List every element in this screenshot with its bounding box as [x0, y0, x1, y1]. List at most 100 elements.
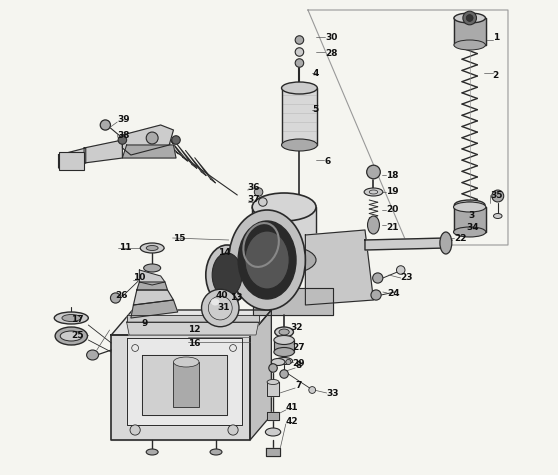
Text: 12: 12 — [188, 325, 200, 334]
Circle shape — [463, 11, 477, 25]
Text: 32: 32 — [290, 323, 302, 332]
Text: 17: 17 — [71, 315, 84, 324]
Text: 31: 31 — [218, 304, 230, 313]
Polygon shape — [142, 355, 227, 415]
Text: 40: 40 — [216, 291, 229, 300]
Circle shape — [118, 136, 127, 144]
Ellipse shape — [440, 232, 452, 254]
Circle shape — [371, 290, 381, 300]
Polygon shape — [250, 310, 271, 440]
Text: 6: 6 — [324, 158, 330, 167]
Polygon shape — [140, 270, 165, 285]
Ellipse shape — [54, 312, 88, 324]
Polygon shape — [131, 300, 177, 318]
Text: 28: 28 — [325, 49, 338, 58]
Text: 1: 1 — [493, 34, 499, 42]
Text: 25: 25 — [71, 331, 84, 340]
Circle shape — [280, 370, 288, 378]
Text: 42: 42 — [286, 418, 299, 427]
Ellipse shape — [279, 329, 289, 335]
Circle shape — [146, 132, 158, 144]
Polygon shape — [454, 207, 486, 232]
Ellipse shape — [60, 331, 83, 341]
Circle shape — [100, 120, 110, 130]
Text: 34: 34 — [466, 224, 479, 232]
Ellipse shape — [274, 348, 294, 357]
Text: 2: 2 — [493, 70, 499, 79]
Text: 8: 8 — [295, 361, 301, 370]
Circle shape — [208, 310, 215, 316]
Polygon shape — [127, 315, 258, 322]
Text: 23: 23 — [401, 274, 413, 283]
Ellipse shape — [282, 139, 318, 151]
Ellipse shape — [143, 264, 161, 272]
Ellipse shape — [454, 227, 486, 237]
Text: 13: 13 — [230, 293, 243, 302]
Ellipse shape — [276, 358, 292, 364]
Bar — [59, 152, 84, 170]
Ellipse shape — [212, 253, 242, 297]
Text: 9: 9 — [142, 320, 148, 329]
Circle shape — [295, 36, 304, 44]
Circle shape — [201, 289, 239, 327]
Ellipse shape — [62, 314, 81, 322]
Circle shape — [309, 387, 316, 393]
Ellipse shape — [274, 335, 294, 344]
Text: 15: 15 — [172, 234, 185, 243]
Text: 22: 22 — [454, 234, 467, 243]
Text: 30: 30 — [325, 34, 338, 42]
Text: 21: 21 — [386, 222, 399, 231]
Polygon shape — [59, 148, 86, 168]
Ellipse shape — [271, 359, 285, 365]
Text: 18: 18 — [386, 171, 399, 180]
Circle shape — [228, 425, 238, 435]
Text: 19: 19 — [386, 188, 399, 197]
Polygon shape — [274, 340, 294, 352]
Ellipse shape — [245, 231, 289, 289]
Polygon shape — [267, 412, 279, 420]
Ellipse shape — [229, 210, 305, 310]
Polygon shape — [252, 207, 316, 260]
Ellipse shape — [454, 40, 485, 50]
Polygon shape — [122, 145, 176, 158]
Circle shape — [466, 15, 473, 21]
Ellipse shape — [454, 202, 486, 212]
Circle shape — [269, 364, 277, 372]
Polygon shape — [127, 338, 242, 425]
Circle shape — [258, 198, 267, 206]
Ellipse shape — [140, 243, 164, 253]
Ellipse shape — [206, 245, 248, 305]
Ellipse shape — [493, 213, 502, 218]
Text: 5: 5 — [312, 105, 319, 114]
Text: 4: 4 — [312, 68, 319, 77]
Text: 3: 3 — [469, 210, 475, 219]
Circle shape — [367, 165, 381, 179]
Ellipse shape — [252, 193, 316, 221]
Polygon shape — [122, 125, 174, 155]
Polygon shape — [111, 335, 250, 440]
Circle shape — [286, 360, 291, 364]
Polygon shape — [267, 382, 279, 396]
Polygon shape — [282, 88, 318, 145]
Ellipse shape — [238, 221, 296, 299]
Text: 14: 14 — [218, 247, 230, 257]
Polygon shape — [111, 310, 271, 335]
Circle shape — [254, 188, 263, 196]
Text: 11: 11 — [119, 243, 132, 251]
Circle shape — [373, 273, 383, 283]
Ellipse shape — [146, 449, 158, 455]
Text: 26: 26 — [116, 291, 128, 300]
Text: 33: 33 — [326, 389, 339, 398]
Ellipse shape — [267, 380, 279, 384]
Circle shape — [492, 190, 504, 202]
Text: 39: 39 — [117, 115, 130, 124]
Polygon shape — [365, 238, 446, 250]
Ellipse shape — [266, 428, 281, 436]
Text: 36: 36 — [248, 183, 260, 192]
Ellipse shape — [86, 350, 99, 360]
Ellipse shape — [55, 327, 88, 345]
Text: 41: 41 — [286, 403, 299, 412]
Polygon shape — [253, 288, 333, 315]
Text: 10: 10 — [133, 274, 146, 283]
Polygon shape — [305, 230, 373, 305]
